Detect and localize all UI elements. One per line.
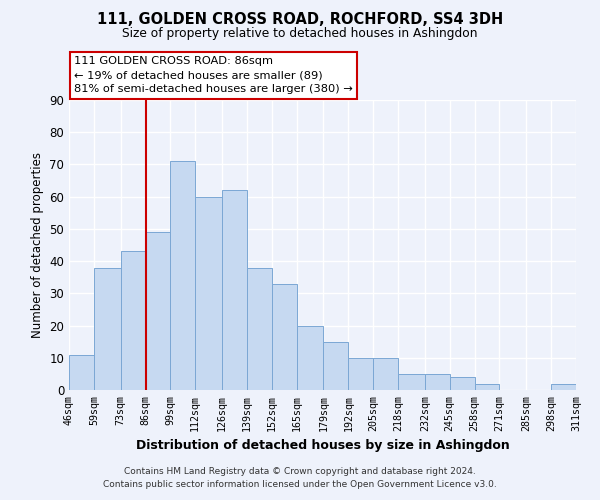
Bar bbox=[272, 284, 296, 390]
Bar bbox=[170, 161, 195, 390]
Bar bbox=[323, 342, 349, 390]
Bar bbox=[146, 232, 170, 390]
Text: Size of property relative to detached houses in Ashingdon: Size of property relative to detached ho… bbox=[122, 28, 478, 40]
Bar bbox=[398, 374, 425, 390]
Bar bbox=[94, 268, 121, 390]
Bar bbox=[475, 384, 499, 390]
Bar bbox=[222, 190, 247, 390]
Bar bbox=[195, 196, 222, 390]
Bar bbox=[121, 252, 146, 390]
Bar bbox=[349, 358, 373, 390]
Text: Contains public sector information licensed under the Open Government Licence v3: Contains public sector information licen… bbox=[103, 480, 497, 489]
Bar bbox=[296, 326, 323, 390]
X-axis label: Distribution of detached houses by size in Ashingdon: Distribution of detached houses by size … bbox=[136, 439, 509, 452]
Text: 111 GOLDEN CROSS ROAD: 86sqm
← 19% of detached houses are smaller (89)
81% of se: 111 GOLDEN CROSS ROAD: 86sqm ← 19% of de… bbox=[74, 56, 353, 94]
Text: Contains HM Land Registry data © Crown copyright and database right 2024.: Contains HM Land Registry data © Crown c… bbox=[124, 467, 476, 476]
Y-axis label: Number of detached properties: Number of detached properties bbox=[31, 152, 44, 338]
Bar bbox=[373, 358, 398, 390]
Bar bbox=[450, 377, 475, 390]
Bar bbox=[551, 384, 576, 390]
Text: 111, GOLDEN CROSS ROAD, ROCHFORD, SS4 3DH: 111, GOLDEN CROSS ROAD, ROCHFORD, SS4 3D… bbox=[97, 12, 503, 28]
Bar bbox=[247, 268, 272, 390]
Bar bbox=[69, 354, 94, 390]
Bar bbox=[425, 374, 450, 390]
